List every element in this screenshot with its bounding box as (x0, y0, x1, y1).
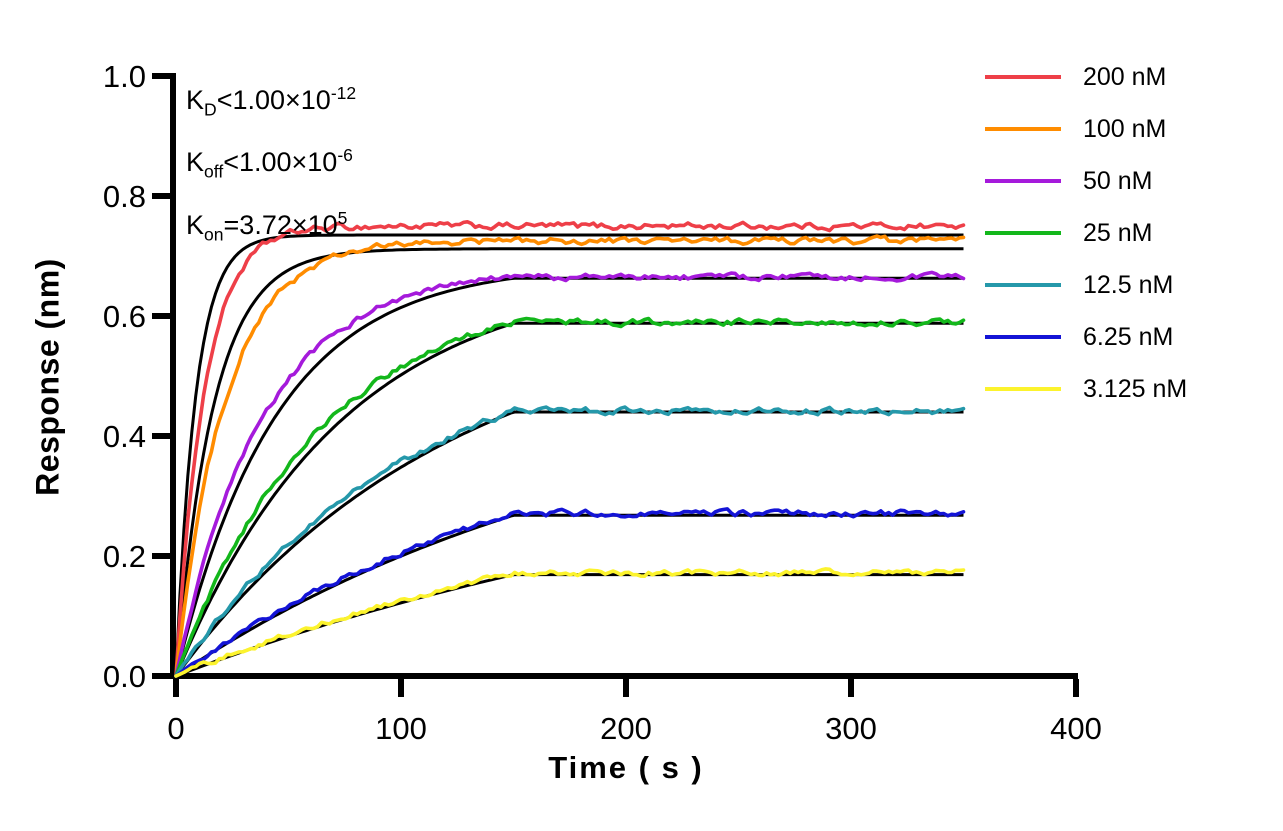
y-tick-label: 0.4 (103, 419, 146, 454)
trace-25 nM (174, 316, 966, 678)
fit-curve-25 nM (174, 321, 964, 677)
data-curves (174, 220, 966, 678)
tick-labels: 0.0 0.2 0.4 0.6 0.8 1.0 0 100 200 300 400 (103, 59, 1102, 746)
x-tick-label: 100 (375, 711, 427, 746)
legend-label: 25 nM (1083, 218, 1153, 247)
fit-curve-100 nM (174, 247, 964, 677)
legend-label: 100 nM (1083, 114, 1167, 143)
y-tick-label: 0.2 (103, 539, 146, 574)
x-tick-label: 200 (600, 711, 652, 746)
fit-curve-12.5 nM (174, 410, 964, 677)
x-axis-title: Time ( s ) (548, 750, 704, 785)
legend-line-swatch (985, 335, 1061, 339)
fit-curve-50 nM (174, 276, 964, 677)
x-tick-label: 0 (167, 711, 184, 746)
y-axis-title: Response (nm) (29, 258, 66, 496)
y-tick-label: 0.0 (103, 659, 146, 694)
legend-line-swatch (985, 283, 1061, 287)
legend-label: 6.25 nM (1083, 322, 1174, 351)
legend: 200 nM 100 nM 50 nM 25 nM 12.5 nM 6.25 n… (985, 62, 1188, 428)
trace-100 nM (174, 234, 966, 678)
trace-12.5 nM (174, 405, 966, 678)
fit-curve-200 nM (174, 233, 964, 677)
axes (152, 73, 1079, 697)
legend-line-swatch (985, 231, 1061, 235)
legend-line-swatch (985, 387, 1061, 391)
x-tick-label: 300 (825, 711, 877, 746)
legend-item-3.125nM: 3.125 nM (985, 374, 1188, 403)
y-tick-label: 0.6 (103, 299, 146, 334)
legend-line-swatch (985, 75, 1061, 79)
trace-50 nM (174, 270, 966, 678)
trace-200 nM (174, 220, 966, 678)
kd-value: KD<1.00×10-12 (186, 83, 357, 120)
fit-curve-6.25 nM (175, 513, 964, 678)
fit-curve-3.125 nM (175, 573, 964, 678)
legend-item-6.25nM: 6.25 nM (985, 322, 1187, 351)
legend-line-swatch (985, 127, 1061, 131)
legend-item-100nM: 100 nM (985, 114, 1187, 143)
y-tick-label: 0.8 (103, 179, 146, 214)
legend-label: 12.5 nM (1083, 270, 1174, 299)
legend-item-50nM: 50 nM (985, 166, 1187, 195)
kon-value: Kon=3.72×105 (186, 207, 348, 245)
legend-item-200nM: 200 nM (985, 62, 1187, 91)
legend-item-12.5nM: 12.5 nM (985, 270, 1187, 299)
kinetics-constants-annotation: KD<1.00×10-12 Koff<1.00×10-6 Kon=3.72×10… (186, 70, 356, 257)
y-tick-label: 1.0 (103, 59, 146, 94)
legend-item-25nM: 25 nM (985, 218, 1187, 247)
legend-label: 200 nM (1083, 62, 1167, 91)
legend-line-swatch (985, 179, 1061, 183)
trace-6.25 nM (174, 507, 966, 678)
legend-label: 50 nM (1083, 166, 1153, 195)
koff-value: Koff<1.00×10-6 (186, 145, 353, 182)
x-tick-label: 400 (1050, 711, 1102, 746)
legend-label: 3.125 nM (1083, 374, 1188, 403)
trace-3.125 nM (174, 567, 966, 678)
